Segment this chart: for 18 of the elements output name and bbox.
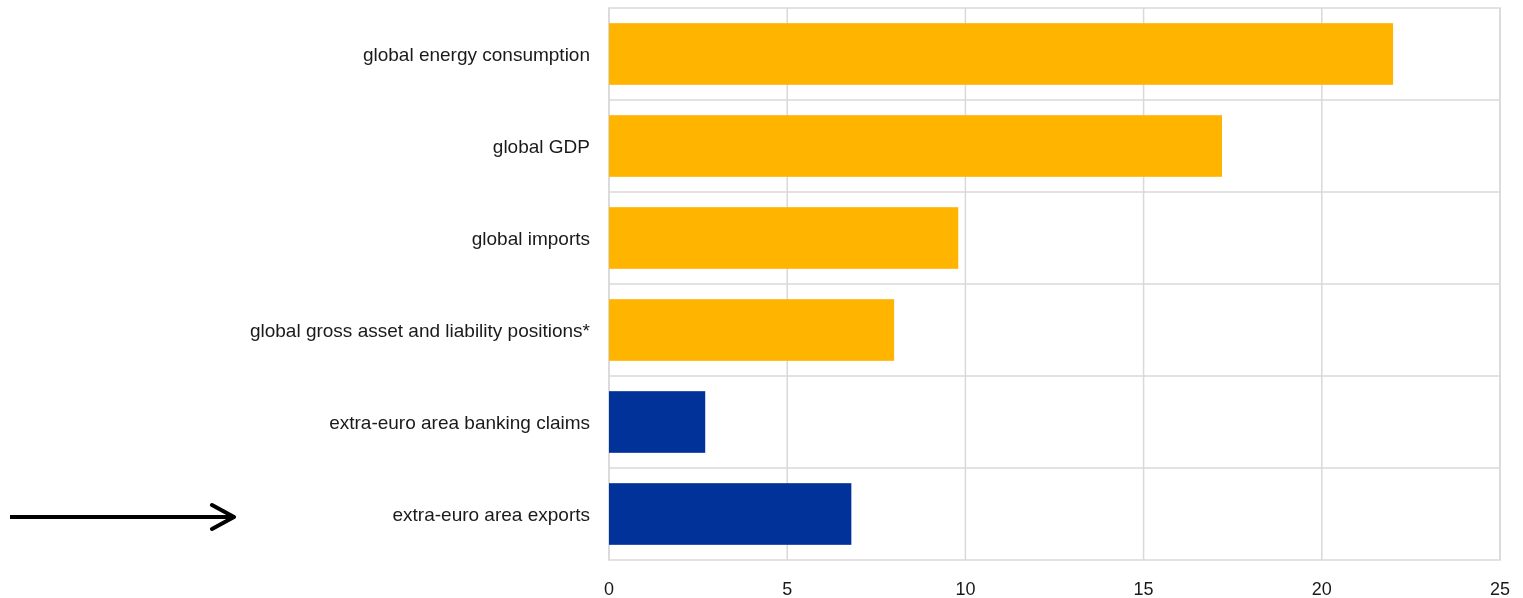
y-tick-label: global energy consumption [362,43,590,65]
x-tick-label: 15 [1133,579,1154,598]
bar [609,483,852,545]
y-tick-label: global GDP [492,135,590,157]
y-tick-label: global imports [471,227,590,249]
x-tick-label: 0 [603,579,615,598]
x-tick-label: 25 [1489,579,1511,598]
y-tick-label: extra-euro area exports [392,503,590,525]
x-tick-label: 20 [1311,579,1332,598]
bar [609,23,1394,85]
bar [609,299,895,361]
x-tick-label: 5 [782,579,793,598]
y-tick-label: global gross asset and liability positions* [249,319,591,341]
bar [609,115,1223,177]
bar [609,207,959,269]
bar [609,391,706,453]
y-tick-label: extra-euro area banking claims [329,411,590,433]
x-tick-label: 10 [955,579,976,598]
